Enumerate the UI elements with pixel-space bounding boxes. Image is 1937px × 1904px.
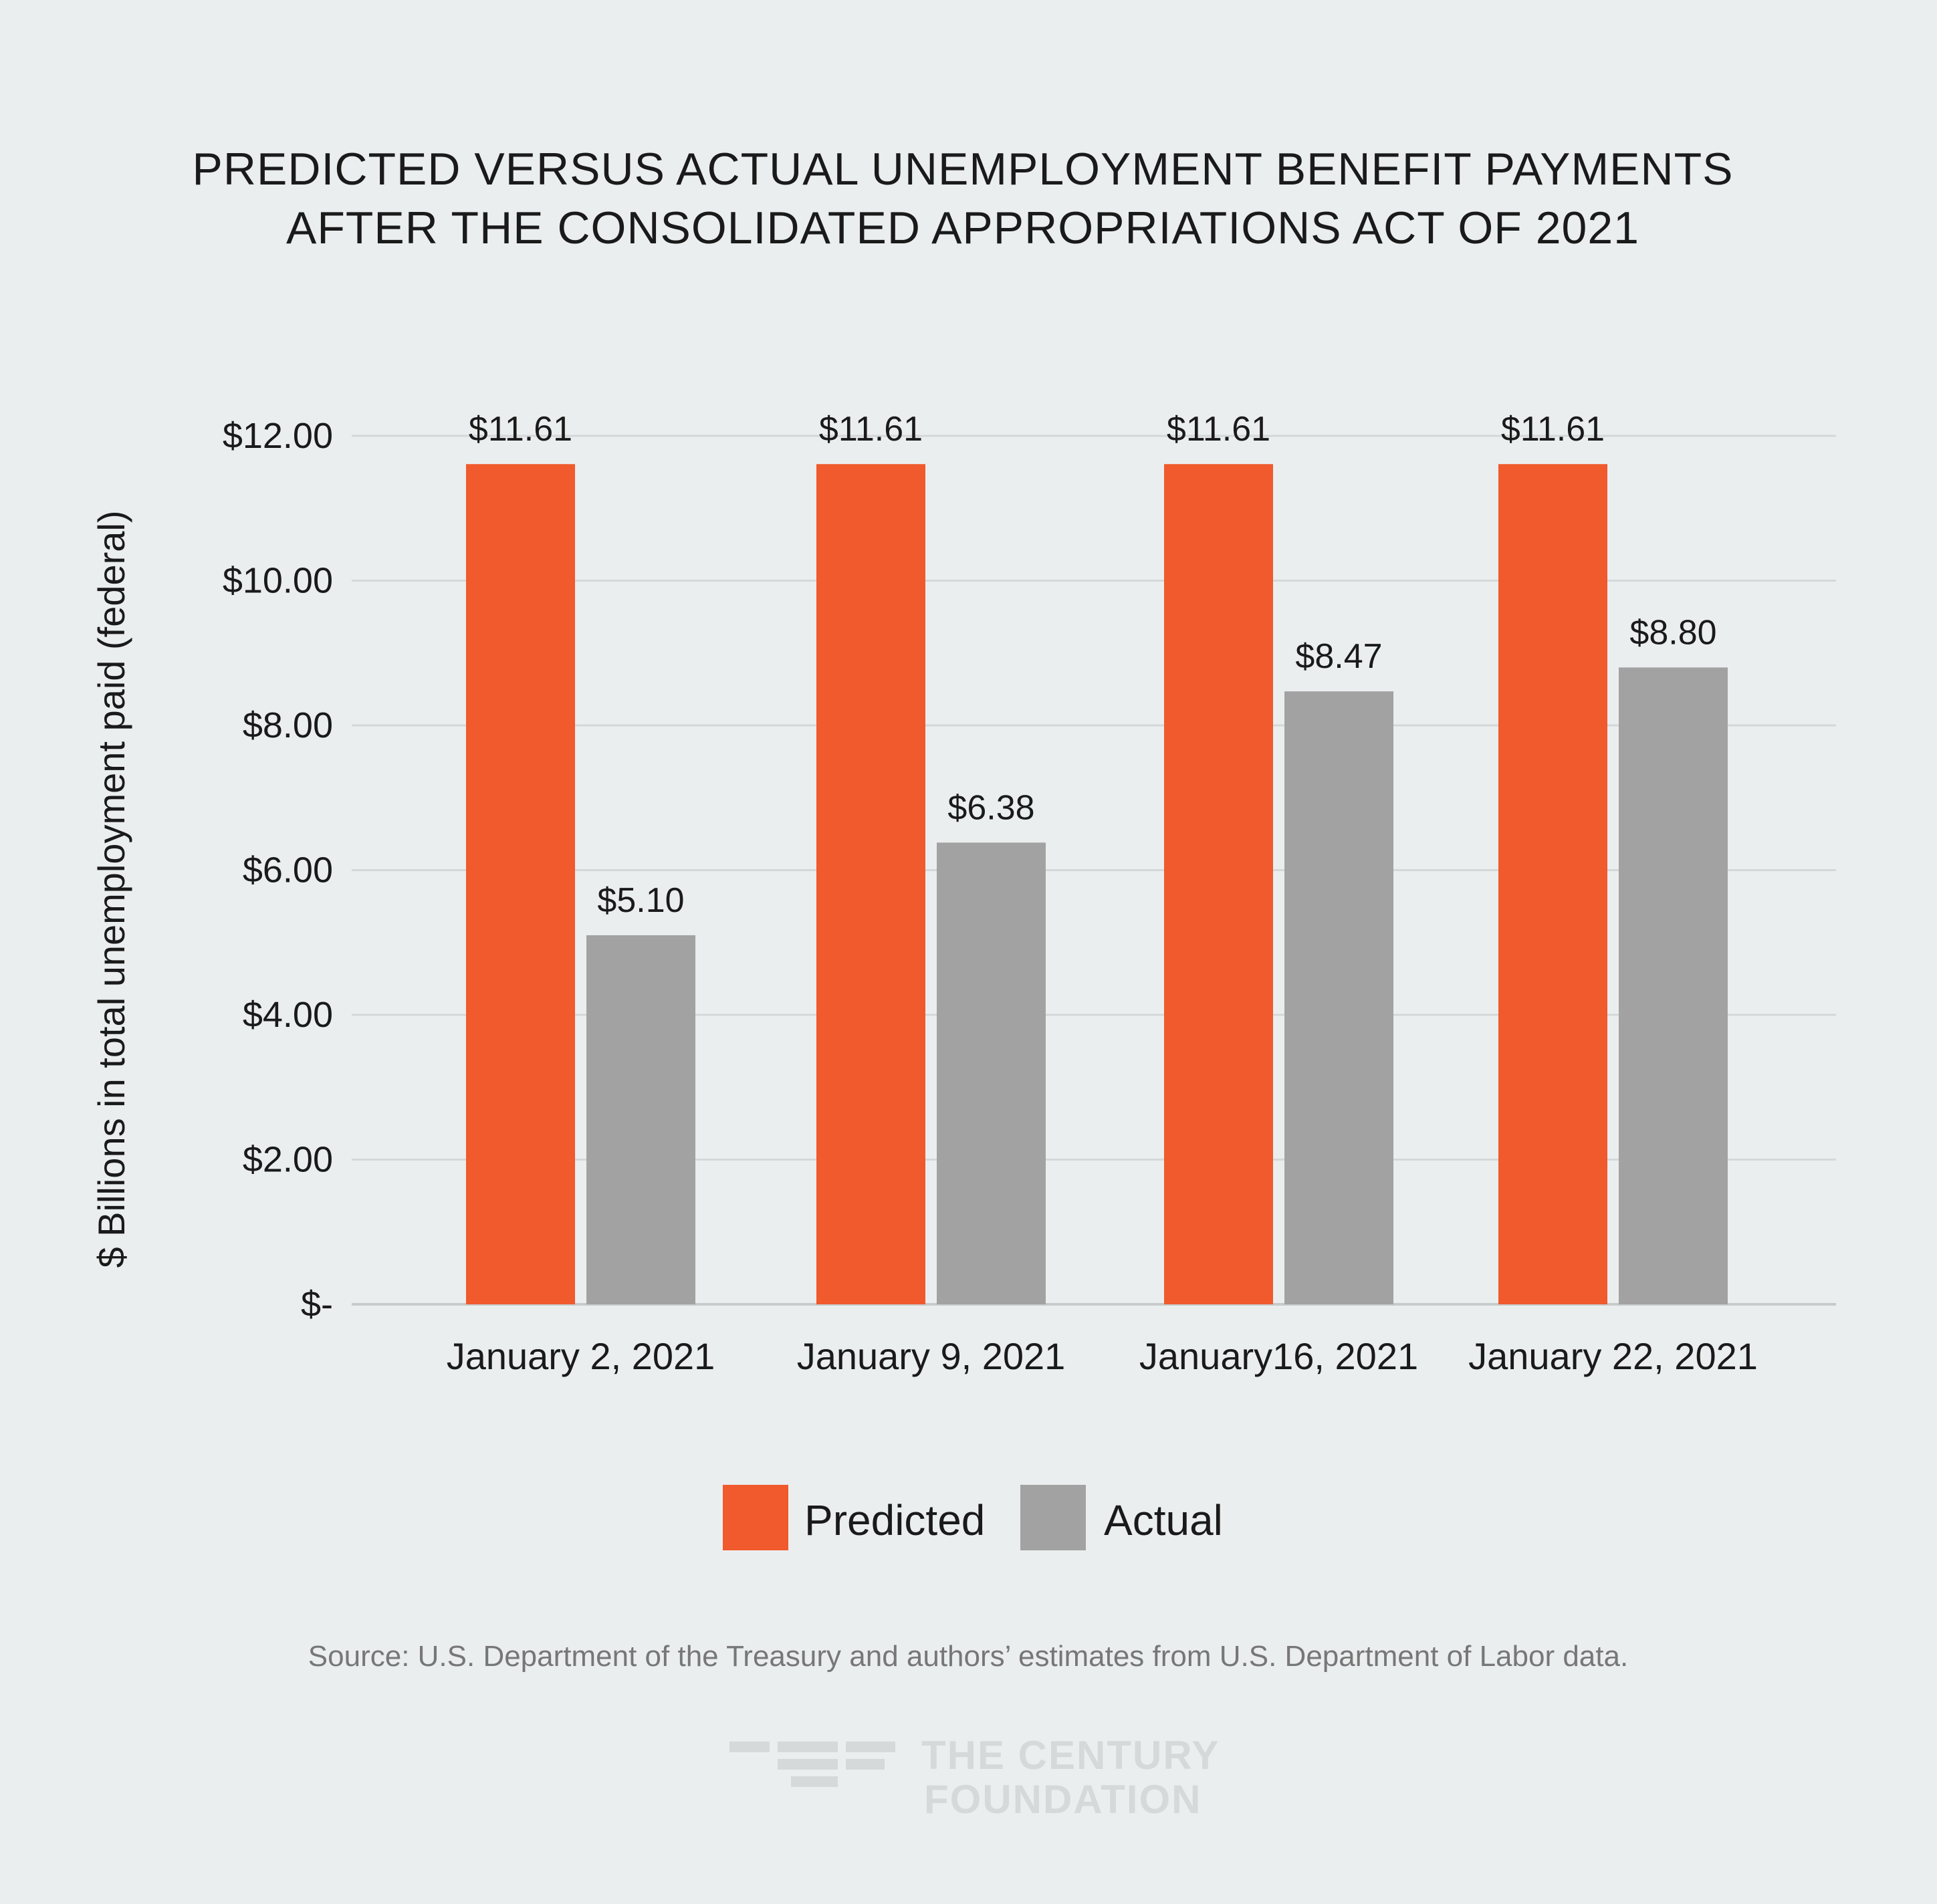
y-tick-label: $12.00	[223, 416, 333, 456]
x-tick-label: January 9, 2021	[797, 1335, 1066, 1377]
legend-label-actual: Actual	[1104, 1496, 1223, 1544]
x-tick-label: January16, 2021	[1139, 1335, 1418, 1377]
data-label-actual: $6.38	[947, 788, 1034, 827]
y-tick-labels: $- $2.00 $4.00 $6.00 $8.00 $10.00 $12.00	[223, 416, 333, 1324]
data-labels: $11.61 $5.10 $11.61 $6.38 $11.61 $8.47 $11.61 $…	[469, 410, 1717, 920]
bar-predicted	[1164, 464, 1273, 1304]
y-tick-label: $-	[301, 1284, 333, 1324]
y-axis-label: $ Billions in total unemployment paid (f…	[90, 510, 132, 1268]
bars	[466, 464, 1728, 1304]
y-tick-label: $6.00	[243, 850, 333, 890]
data-label-predicted: $11.61	[1501, 410, 1605, 449]
data-label-actual: $5.10	[597, 881, 684, 920]
legend-swatch-actual	[1020, 1485, 1086, 1550]
logo-line-1: THE CENTURY	[921, 1733, 1220, 1778]
y-tick-label: $8.00	[243, 705, 333, 745]
bar-predicted	[466, 464, 575, 1304]
logo-mark-icon	[729, 1742, 895, 1787]
data-label-predicted: $11.61	[1167, 410, 1270, 449]
bar-actual	[1284, 691, 1393, 1304]
bar-actual	[586, 935, 695, 1304]
y-tick-label: $2.00	[243, 1140, 333, 1180]
chart-title-line-2: AFTER THE CONSOLIDATED APPROPRIATIONS AC…	[286, 203, 1639, 253]
data-label-actual: $8.80	[1629, 613, 1716, 652]
bar-predicted	[1498, 464, 1607, 1304]
y-tick-label: $10.00	[223, 561, 333, 601]
bar-actual	[937, 842, 1046, 1304]
bar-predicted	[816, 464, 925, 1304]
legend-label-predicted: Predicted	[804, 1496, 985, 1544]
bar-actual	[1619, 667, 1728, 1304]
x-tick-label: January 2, 2021	[447, 1335, 715, 1377]
legend-swatch-predicted	[723, 1485, 788, 1550]
x-tick-labels: January 2, 2021 January 9, 2021 January16,…	[447, 1335, 1758, 1377]
data-label-predicted: $11.61	[469, 410, 572, 449]
source-note: Source: U.S. Department of the Treasury …	[308, 1640, 1628, 1673]
logo-line-2: FOUNDATION	[924, 1777, 1202, 1822]
chart-title-line-1: PREDICTED VERSUS ACTUAL UNEMPLOYMENT BEN…	[193, 144, 1734, 195]
data-label-actual: $8.47	[1295, 637, 1382, 676]
y-tick-label: $4.00	[243, 995, 333, 1035]
data-label-predicted: $11.61	[819, 410, 923, 449]
legend: Predicted Actual	[723, 1485, 1223, 1550]
century-foundation-logo: THE CENTURY FOUNDATION	[729, 1733, 1220, 1822]
x-tick-label: January 22, 2021	[1468, 1335, 1758, 1377]
